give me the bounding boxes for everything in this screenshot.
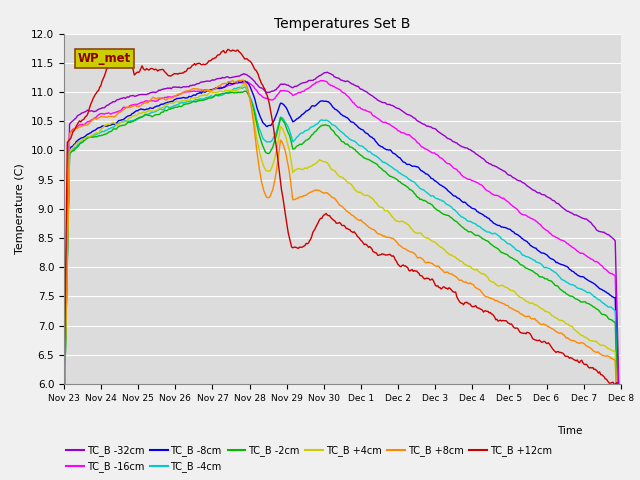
TC_B +8cm xyxy=(393,239,401,245)
TC_B -32cm xyxy=(323,69,331,75)
Line: TC_B +4cm: TC_B +4cm xyxy=(64,84,621,480)
TC_B -2cm xyxy=(518,262,525,268)
TC_B +12cm xyxy=(60,394,68,399)
Text: WP_met: WP_met xyxy=(78,52,131,65)
Line: TC_B -16cm: TC_B -16cm xyxy=(64,81,621,480)
Line: TC_B -32cm: TC_B -32cm xyxy=(64,72,621,466)
TC_B -32cm xyxy=(605,232,612,238)
TC_B -2cm xyxy=(242,88,250,94)
TC_B -4cm xyxy=(60,415,68,421)
TC_B +12cm xyxy=(605,379,612,385)
TC_B +12cm xyxy=(117,47,125,52)
TC_B -2cm xyxy=(326,123,333,129)
TC_B +4cm xyxy=(240,82,248,87)
TC_B -16cm xyxy=(60,404,68,410)
Legend: TC_B -32cm, TC_B -16cm, TC_B -8cm, TC_B -4cm, TC_B -2cm, TC_B +4cm, TC_B +8cm, T: TC_B -32cm, TC_B -16cm, TC_B -8cm, TC_B … xyxy=(63,442,556,476)
Y-axis label: Temperature (C): Temperature (C) xyxy=(15,163,26,254)
TC_B +8cm xyxy=(326,192,333,198)
TC_B -8cm xyxy=(329,104,337,110)
TC_B -4cm xyxy=(362,146,370,152)
Text: Time: Time xyxy=(557,426,582,436)
TC_B +12cm xyxy=(518,330,525,336)
TC_B -32cm xyxy=(326,71,333,76)
TC_B +8cm xyxy=(518,311,525,317)
TC_B +4cm xyxy=(329,167,337,173)
TC_B -4cm xyxy=(518,251,525,257)
TC_B +12cm xyxy=(329,217,337,223)
Line: TC_B -2cm: TC_B -2cm xyxy=(64,91,621,480)
TC_B +4cm xyxy=(393,218,401,224)
TC_B +8cm xyxy=(237,77,245,83)
TC_B -2cm xyxy=(362,156,370,162)
TC_B -8cm xyxy=(60,413,68,419)
TC_B -32cm xyxy=(60,400,68,406)
TC_B -16cm xyxy=(326,82,333,87)
TC_B -8cm xyxy=(326,100,333,106)
TC_B +12cm xyxy=(326,213,333,218)
TC_B -16cm xyxy=(329,84,337,89)
TC_B +8cm xyxy=(362,222,370,228)
TC_B -32cm xyxy=(393,105,401,111)
Line: TC_B -4cm: TC_B -4cm xyxy=(64,87,621,480)
Line: TC_B +8cm: TC_B +8cm xyxy=(64,80,621,480)
TC_B -16cm xyxy=(605,269,612,275)
TC_B -2cm xyxy=(605,316,612,322)
TC_B +8cm xyxy=(329,195,337,201)
TC_B -4cm xyxy=(605,304,612,310)
TC_B -8cm xyxy=(240,78,248,84)
TC_B -2cm xyxy=(329,128,337,133)
Line: TC_B -8cm: TC_B -8cm xyxy=(64,81,621,480)
TC_B -4cm xyxy=(326,119,333,125)
TC_B +8cm xyxy=(60,406,68,411)
TC_B -16cm xyxy=(362,108,370,114)
TC_B -4cm xyxy=(241,84,248,90)
Title: Temperatures Set B: Temperatures Set B xyxy=(274,17,411,31)
TC_B -8cm xyxy=(518,235,525,241)
TC_B +4cm xyxy=(362,192,370,198)
TC_B -32cm xyxy=(362,89,370,95)
TC_B -2cm xyxy=(60,417,68,422)
TC_B -32cm xyxy=(617,463,625,469)
TC_B +4cm xyxy=(60,416,68,421)
TC_B +12cm xyxy=(362,241,370,247)
TC_B -4cm xyxy=(329,122,337,128)
TC_B +4cm xyxy=(605,346,612,351)
TC_B -8cm xyxy=(393,153,401,158)
TC_B -16cm xyxy=(393,126,401,132)
TC_B +4cm xyxy=(518,295,525,301)
TC_B -16cm xyxy=(518,211,525,217)
TC_B +12cm xyxy=(393,259,401,264)
TC_B +4cm xyxy=(326,163,333,168)
TC_B -32cm xyxy=(518,179,525,185)
TC_B +8cm xyxy=(605,353,612,359)
TC_B -2cm xyxy=(393,177,401,182)
Line: TC_B +12cm: TC_B +12cm xyxy=(64,49,621,480)
TC_B -32cm xyxy=(329,72,337,78)
TC_B -8cm xyxy=(362,131,370,136)
TC_B -8cm xyxy=(605,290,612,296)
TC_B -16cm xyxy=(317,78,324,84)
TC_B -4cm xyxy=(393,168,401,173)
